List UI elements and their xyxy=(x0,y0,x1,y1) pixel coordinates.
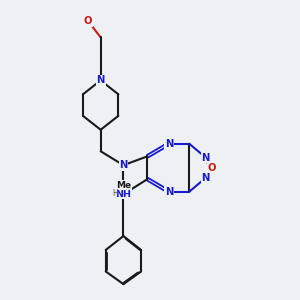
Text: Me: Me xyxy=(116,181,131,190)
Text: O: O xyxy=(84,16,92,26)
Text: N: N xyxy=(119,160,128,170)
Text: N: N xyxy=(165,187,173,197)
Text: N: N xyxy=(97,75,105,85)
Text: H: H xyxy=(112,188,118,197)
Text: N: N xyxy=(202,173,210,183)
Text: O: O xyxy=(208,163,216,173)
Text: N: N xyxy=(202,153,210,163)
Text: N: N xyxy=(165,139,173,149)
Text: NH: NH xyxy=(116,190,131,199)
